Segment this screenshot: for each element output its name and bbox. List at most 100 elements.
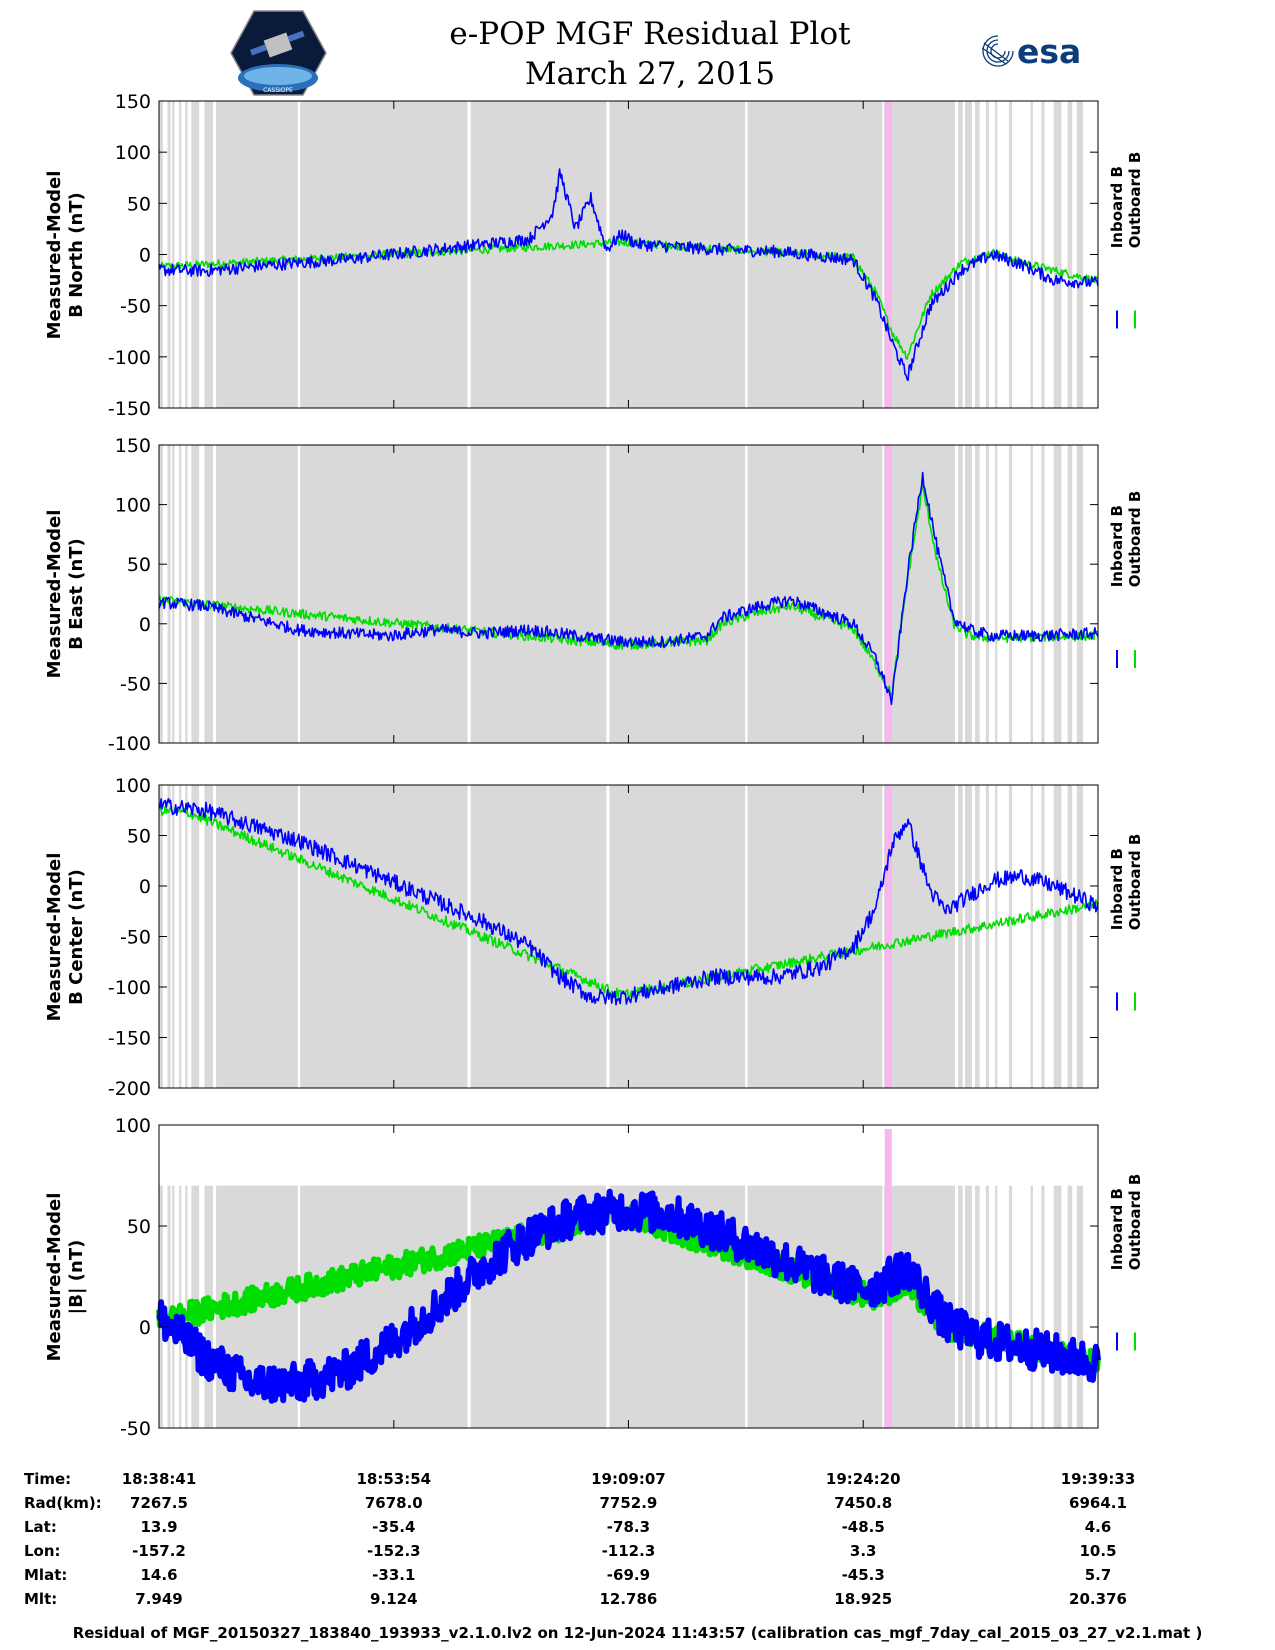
gap-band: [167, 445, 171, 743]
info-cell: 7678.0: [364, 1494, 423, 1512]
gap-band: [1008, 101, 1013, 408]
gap-band: [300, 445, 468, 743]
y-tick-label: -50: [120, 673, 151, 695]
gap-band: [167, 785, 171, 1088]
y-tick-label: 50: [127, 193, 151, 215]
gap-band: [191, 445, 200, 743]
y-tick-label: -100: [108, 347, 151, 369]
info-cell: -48.5: [841, 1518, 885, 1536]
y-tick-label: -100: [108, 977, 151, 999]
info-cell: 18.925: [834, 1590, 893, 1608]
info-cell: 20.376: [1069, 1590, 1127, 1608]
gap-band: [985, 1185, 989, 1428]
info-cell: 3.3: [849, 1542, 877, 1560]
gap-band: [995, 445, 998, 743]
series-line-outboard-b: [158, 237, 1099, 360]
gap-band: [470, 785, 607, 1088]
info-cell: 4.6: [1084, 1518, 1112, 1536]
gap-band: [204, 445, 213, 743]
info-cell: 7.949: [135, 1590, 183, 1608]
info-row-label: Lon:: [24, 1542, 61, 1560]
gap-band: [965, 1185, 972, 1428]
gap-band: [1076, 1185, 1084, 1428]
gap-band: [204, 101, 213, 408]
gap-band: [975, 785, 980, 1088]
event-marker: [884, 101, 892, 408]
event-marker: [884, 785, 892, 1088]
gap-band: [204, 785, 213, 1088]
gap-band: [609, 101, 746, 408]
info-cell: -112.3: [601, 1542, 656, 1560]
info-cell: 18:53:54: [356, 1470, 432, 1488]
info-cell: 7450.8: [834, 1494, 893, 1512]
gap-band: [985, 785, 989, 1088]
gap-band: [1067, 1185, 1073, 1428]
info-cell: 6964.1: [1069, 1494, 1127, 1512]
y-tick-label: -150: [108, 398, 151, 420]
y-tick-label: 100: [115, 142, 151, 164]
gap-band: [1067, 445, 1073, 743]
y-tick-label: 100: [115, 495, 151, 517]
gap-band: [1041, 785, 1045, 1088]
y-tick-label: 50: [127, 1216, 151, 1238]
y-tick-label: -50: [120, 927, 151, 949]
y-tick-label: 50: [127, 826, 151, 848]
y-tick-label: -200: [108, 1078, 151, 1100]
info-cell: 19:39:33: [1060, 1470, 1136, 1488]
info-row-label: Lat:: [24, 1518, 57, 1536]
gap-band: [1076, 101, 1084, 408]
gap-band: [1008, 1185, 1013, 1428]
gap-band: [1076, 785, 1084, 1088]
gap-band: [609, 445, 746, 743]
gap-band: [975, 445, 980, 743]
gap-band: [179, 101, 182, 408]
gap-band: [179, 785, 182, 1088]
info-cell: -33.1: [372, 1566, 416, 1584]
info-cell: 9.124: [370, 1590, 418, 1608]
info-cell: -157.2: [132, 1542, 186, 1560]
series-line-inboard-b: [158, 471, 1099, 706]
gap-band: [609, 785, 746, 1088]
footer-caption: Residual of MGF_20150327_183840_193933_v…: [72, 1624, 1203, 1642]
y-tick-label: -100: [108, 733, 151, 755]
info-row-label: Rad(km):: [24, 1494, 102, 1512]
gap-band: [958, 785, 963, 1088]
info-cell: 12.786: [599, 1590, 658, 1608]
panel-2: 150 100 50 0 -50 -100: [108, 435, 1136, 755]
panel-4: 100 50 0 -50: [115, 1115, 1136, 1440]
title-line-2: March 27, 2015: [524, 56, 776, 92]
info-cell: 13.9: [140, 1518, 178, 1536]
panel-3: 100 50 0 -50 -100 -150 -200: [108, 775, 1136, 1100]
y-tick-label: -50: [120, 1418, 151, 1440]
series-line-inboard-b: [158, 797, 1099, 1006]
gap-band: [1041, 445, 1045, 743]
title-line-1: e-POP MGF Residual Plot: [449, 16, 851, 52]
gap-band: [300, 785, 468, 1088]
gap-band: [1067, 101, 1073, 408]
y-tick-label: 0: [139, 614, 151, 636]
gap-band: [167, 101, 171, 408]
info-row-label: Mlat:: [24, 1566, 68, 1584]
gap-band: [995, 785, 998, 1088]
gap-band: [890, 101, 955, 408]
gap-band: [995, 1185, 998, 1428]
gap-band: [985, 445, 989, 743]
gap-band: [1008, 445, 1013, 743]
cassiope-logo-text: CASSIOPE: [263, 87, 293, 94]
gap-band: [958, 1185, 963, 1428]
info-cell: -35.4: [372, 1518, 416, 1536]
gap-band: [1053, 1185, 1062, 1428]
gap-band: [1053, 445, 1062, 743]
y-tick-label: 150: [115, 435, 151, 457]
info-cell: -45.3: [841, 1566, 885, 1584]
gap-band: [159, 445, 163, 743]
gap-band: [470, 445, 607, 743]
cassiope-logo: CASSIOPE: [230, 10, 327, 96]
info-cell: 7752.9: [599, 1494, 658, 1512]
y-tick-label: 0: [139, 1317, 151, 1339]
info-cell: 7267.5: [130, 1494, 188, 1512]
esa-logo-mark: [981, 35, 1014, 67]
chart-title: e-POP MGF Residual Plot March 27, 2015: [300, 14, 1000, 94]
event-marker: [884, 445, 892, 743]
gap-band: [1041, 101, 1045, 408]
